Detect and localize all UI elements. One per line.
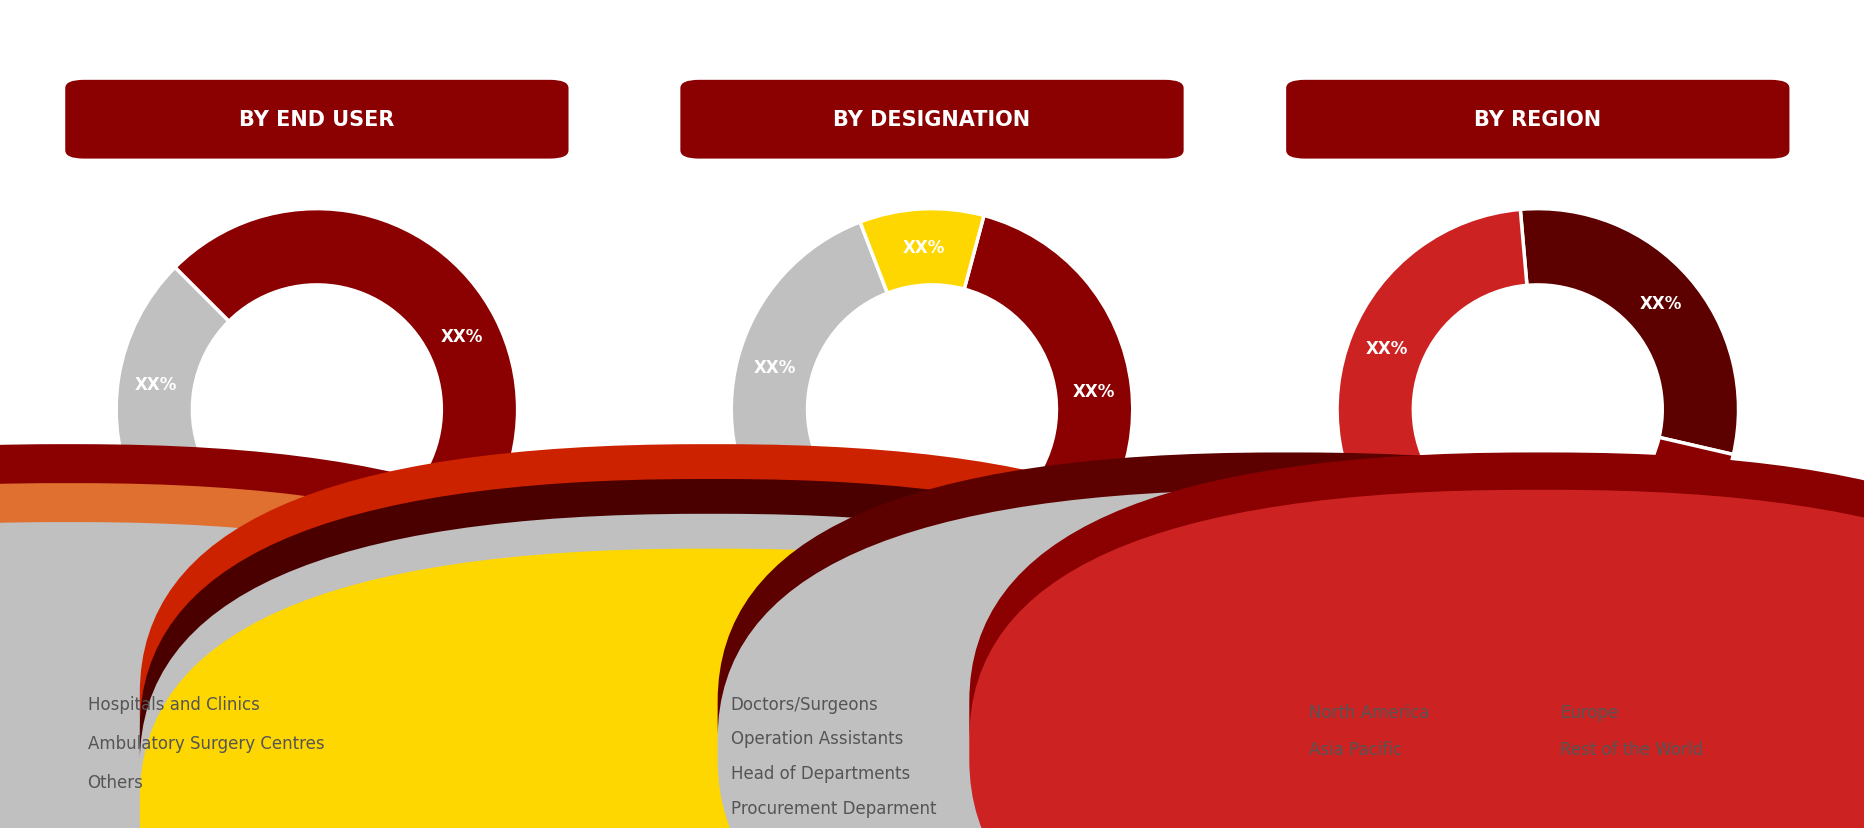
Text: Ambulatory Surgery Centres: Ambulatory Surgery Centres bbox=[88, 734, 324, 752]
Wedge shape bbox=[138, 466, 349, 610]
Text: Rest of the World: Rest of the World bbox=[1560, 740, 1704, 758]
Text: Operation Assistants: Operation Assistants bbox=[731, 729, 902, 748]
Wedge shape bbox=[1387, 491, 1510, 605]
Text: XX%: XX% bbox=[1072, 383, 1115, 400]
Wedge shape bbox=[116, 268, 229, 501]
Text: XX%: XX% bbox=[902, 238, 945, 257]
Text: XX%: XX% bbox=[134, 375, 177, 393]
Wedge shape bbox=[175, 209, 518, 608]
Wedge shape bbox=[1493, 438, 1734, 610]
Text: Others: Others bbox=[88, 773, 144, 791]
Text: Head of Departments: Head of Departments bbox=[731, 764, 910, 782]
Wedge shape bbox=[775, 488, 1027, 610]
Text: Europe: Europe bbox=[1560, 703, 1618, 721]
Text: XX%: XX% bbox=[440, 327, 483, 345]
Text: BY DESIGNATION: BY DESIGNATION bbox=[833, 110, 1031, 130]
Wedge shape bbox=[731, 223, 887, 536]
Text: XX%: XX% bbox=[878, 560, 921, 578]
Text: XX%: XX% bbox=[1366, 340, 1407, 358]
Text: Asia Pacific: Asia Pacific bbox=[1309, 740, 1402, 758]
Text: North America: North America bbox=[1309, 703, 1430, 721]
Text: XX%: XX% bbox=[753, 359, 796, 377]
Wedge shape bbox=[964, 216, 1133, 586]
Wedge shape bbox=[859, 209, 984, 294]
Text: XX%: XX% bbox=[222, 546, 265, 564]
Wedge shape bbox=[1521, 209, 1739, 455]
Text: XX%: XX% bbox=[1433, 540, 1474, 558]
Text: Hospitals and Clinics: Hospitals and Clinics bbox=[88, 695, 259, 713]
Text: XX%: XX% bbox=[1638, 294, 1681, 312]
Text: Procurement Deparment: Procurement Deparment bbox=[731, 799, 936, 817]
Wedge shape bbox=[1336, 210, 1527, 542]
Text: BY REGION: BY REGION bbox=[1474, 110, 1601, 130]
Text: Doctors/Surgeons: Doctors/Surgeons bbox=[731, 695, 878, 713]
Text: BY END USER: BY END USER bbox=[239, 110, 395, 130]
Text: XX%: XX% bbox=[1603, 538, 1646, 556]
